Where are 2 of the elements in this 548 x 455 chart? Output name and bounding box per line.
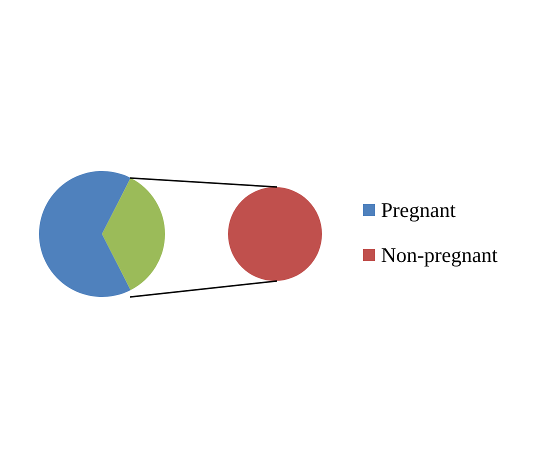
legend-label: Pregnant (381, 198, 456, 222)
legend-label: Non-pregnant (381, 242, 498, 268)
